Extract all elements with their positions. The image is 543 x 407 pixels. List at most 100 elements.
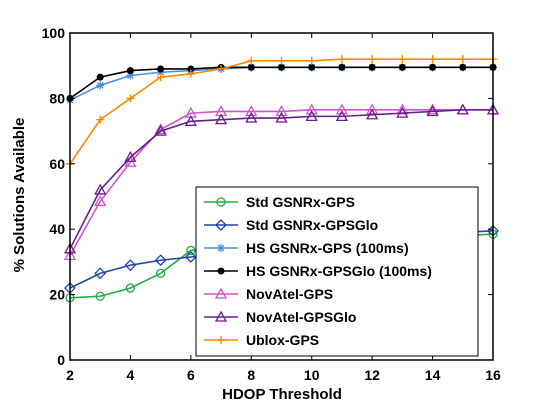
y-tick-label: 60 bbox=[49, 156, 65, 172]
data-point bbox=[94, 267, 107, 280]
y-axis-label: % Solutions Available bbox=[11, 118, 28, 273]
data-point bbox=[96, 73, 104, 81]
y-tick-label: 20 bbox=[49, 287, 65, 303]
data-point bbox=[95, 291, 105, 301]
legend-box bbox=[195, 186, 479, 357]
data-point bbox=[458, 55, 467, 64]
legend-marker bbox=[216, 197, 226, 207]
legend-item-2: HS GSNRx-GPS (100ms) bbox=[204, 240, 409, 256]
y-tick-label: 40 bbox=[49, 221, 65, 237]
data-point bbox=[154, 124, 167, 136]
legend-marker bbox=[215, 219, 227, 231]
legend: Std GSNRx-GPS Std GSNRx-GPSGlo HS GSNRx-GP… bbox=[195, 186, 479, 357]
legend-label: Std GSNRx-GPSGlo bbox=[246, 217, 378, 233]
x-tick-label: 2 bbox=[66, 367, 74, 383]
data-point bbox=[456, 103, 469, 115]
legend-label: NovAtel-GPS bbox=[246, 286, 333, 302]
data-point bbox=[396, 106, 409, 118]
legend-item-5: NovAtel-GPSGlo bbox=[204, 309, 356, 325]
data-point bbox=[366, 103, 379, 115]
x-tick-label: 10 bbox=[304, 367, 320, 383]
x-axis-label: HDOP Threshold bbox=[222, 386, 342, 403]
data-point bbox=[156, 73, 165, 82]
data-point bbox=[124, 150, 137, 162]
data-point bbox=[94, 195, 107, 207]
data-point bbox=[307, 56, 316, 65]
x-tick-label: 14 bbox=[425, 367, 441, 383]
legend-item-6: Ublox-GPS bbox=[204, 332, 319, 348]
data-point bbox=[96, 115, 105, 124]
data-point bbox=[337, 55, 346, 64]
legend-item-4: NovAtel-GPS bbox=[204, 286, 333, 302]
data-point bbox=[305, 103, 318, 115]
data-point bbox=[157, 65, 165, 73]
data-point bbox=[126, 71, 135, 80]
legend-label: Std GSNRx-GPS bbox=[246, 194, 355, 210]
data-point bbox=[335, 103, 349, 115]
data-point bbox=[125, 283, 136, 293]
legend-marker bbox=[217, 267, 225, 275]
legend-marker bbox=[214, 310, 228, 322]
data-point bbox=[184, 114, 197, 126]
legend-item-3: HS GSNRx-GPSGlo (100ms) bbox=[204, 263, 432, 279]
legend-marker bbox=[217, 244, 225, 252]
series-3 bbox=[66, 63, 497, 102]
data-point bbox=[94, 183, 107, 195]
data-point bbox=[368, 63, 376, 71]
data-point bbox=[426, 105, 439, 117]
data-point bbox=[214, 113, 228, 125]
data-point bbox=[184, 251, 197, 263]
data-point bbox=[429, 63, 437, 71]
data-point bbox=[275, 105, 288, 117]
data-point bbox=[217, 64, 226, 73]
data-point bbox=[366, 108, 379, 120]
x-tick-label: 16 bbox=[485, 367, 501, 383]
legend-label: NovAtel-GPSGlo bbox=[246, 309, 356, 325]
data-point bbox=[459, 63, 467, 71]
data-point bbox=[428, 55, 437, 64]
data-point bbox=[308, 63, 316, 71]
plot-frame bbox=[69, 32, 494, 361]
legend-label: HS GSNRx-GPSGlo (100ms) bbox=[246, 263, 432, 279]
legend-item-1: Std GSNRx-GPSGlo bbox=[204, 217, 378, 233]
x-tick-label: 6 bbox=[187, 367, 195, 383]
x-tick-label: 4 bbox=[127, 367, 135, 383]
data-point bbox=[154, 123, 167, 135]
data-point bbox=[126, 94, 135, 103]
data-point bbox=[245, 105, 258, 117]
data-point bbox=[126, 67, 134, 75]
legend-item-0: Std GSNRx-GPS bbox=[204, 194, 355, 210]
data-point bbox=[186, 69, 195, 78]
series-line bbox=[69, 109, 493, 250]
data-point bbox=[277, 56, 286, 65]
legend-label: Ublox-GPS bbox=[246, 332, 319, 348]
legend-marker bbox=[214, 287, 228, 299]
data-point bbox=[335, 110, 349, 122]
series-line bbox=[69, 109, 493, 256]
x-tick-label: 12 bbox=[364, 367, 380, 383]
data-point bbox=[154, 254, 167, 267]
data-point bbox=[245, 111, 258, 123]
data-point bbox=[368, 55, 377, 64]
data-point bbox=[305, 110, 318, 122]
data-point bbox=[124, 259, 137, 272]
y-tick-label: 80 bbox=[49, 90, 65, 106]
data-point bbox=[278, 63, 285, 71]
data-point bbox=[155, 268, 166, 278]
axes: 2 4 6 8 10 12 14 16 0 20 40 60 80 100 bbox=[42, 25, 501, 383]
legend-marker bbox=[217, 336, 225, 344]
data-point bbox=[426, 103, 439, 115]
data-point bbox=[186, 245, 196, 256]
data-point bbox=[96, 81, 105, 90]
y-tick-label: 100 bbox=[42, 25, 66, 41]
data-point bbox=[398, 63, 406, 71]
data-point bbox=[275, 111, 288, 123]
y-tick-label: 0 bbox=[57, 352, 65, 368]
legend-label: HS GSNRx-GPS (100ms) bbox=[246, 240, 409, 256]
data-point bbox=[338, 63, 346, 71]
x-tick-label: 8 bbox=[247, 367, 255, 383]
data-point bbox=[247, 63, 255, 71]
data-point bbox=[398, 55, 407, 64]
data-point bbox=[247, 56, 256, 65]
